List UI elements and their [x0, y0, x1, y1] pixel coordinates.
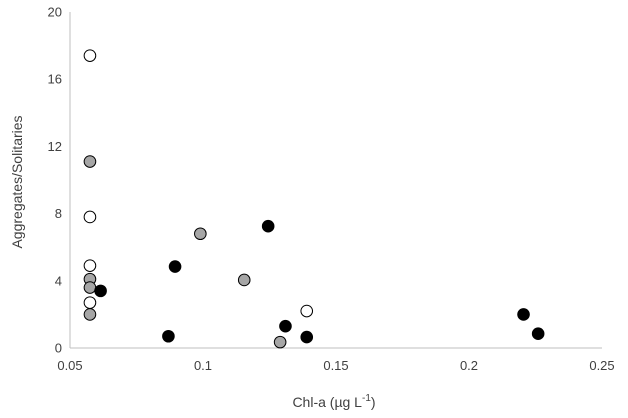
- x-axis-title-close: ): [371, 394, 376, 410]
- data-point: [83, 281, 97, 294]
- x-tick-labels: 0.05 0.1 0.15 0.2 0.25: [57, 358, 614, 373]
- data-point: [83, 49, 97, 62]
- data-point: [83, 210, 97, 224]
- data-point: [300, 304, 314, 318]
- data-point: [94, 284, 107, 298]
- x-tick-label: 0.2: [460, 358, 478, 373]
- data-point: [300, 330, 314, 344]
- data-point: [194, 227, 207, 241]
- data-point: [237, 273, 251, 287]
- data-point: [83, 155, 97, 168]
- data-point: [273, 335, 287, 349]
- x-tick-label: 0.25: [589, 358, 614, 373]
- y-axis-title: Aggregates/Solitaries: [9, 115, 25, 248]
- data-point: [83, 308, 97, 321]
- data-point: [531, 327, 545, 341]
- y-tick-labels: 0 4 8 12 16 20: [48, 5, 62, 356]
- data-point: [261, 219, 275, 233]
- data-point: [162, 329, 175, 343]
- data-point: [83, 259, 97, 272]
- y-tick-label: 16: [48, 72, 62, 87]
- y-tick-label: 8: [55, 206, 62, 221]
- data-point: [83, 296, 97, 309]
- data-points: [83, 49, 545, 349]
- y-tick-label: 0: [55, 341, 62, 356]
- x-axis-title-main: Chl-a (µg L: [292, 394, 362, 410]
- x-axis-title: Chl-a (µg L-1): [292, 393, 375, 410]
- x-tick-label: 0.15: [323, 358, 348, 373]
- y-tick-label: 12: [48, 139, 62, 154]
- y-tick-label: 4: [55, 273, 62, 288]
- x-axis-title-superscript: -1: [362, 393, 371, 404]
- data-point: [279, 319, 292, 333]
- data-point: [517, 308, 530, 321]
- x-tick-label: 0.1: [194, 358, 212, 373]
- y-tick-label: 20: [48, 5, 62, 20]
- data-point: [168, 260, 182, 273]
- x-tick-label: 0.05: [57, 358, 82, 373]
